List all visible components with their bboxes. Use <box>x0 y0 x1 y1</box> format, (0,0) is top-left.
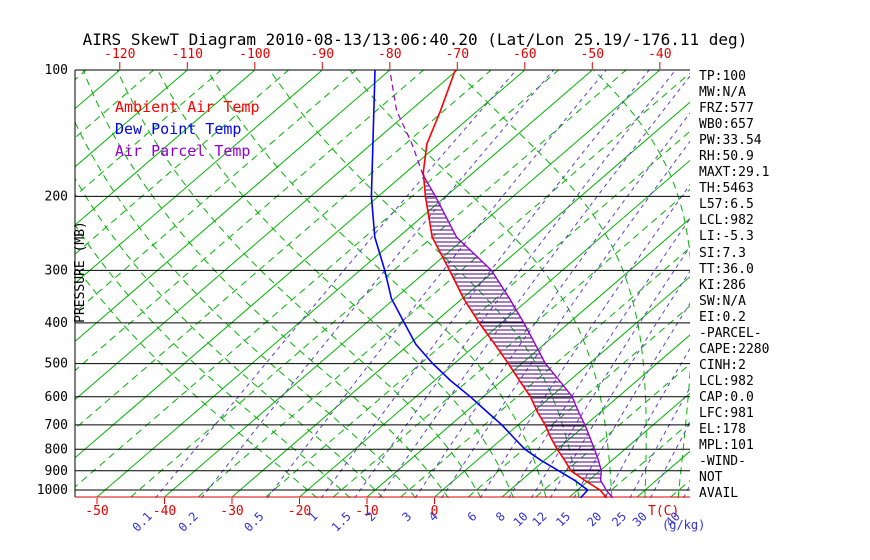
stat-item: -PARCEL- <box>699 325 762 341</box>
bottom-axis-tick-label: -50 <box>85 504 108 519</box>
pressure-tick-label: 100 <box>45 63 68 78</box>
stat-item: AVAIL <box>699 486 739 502</box>
stat-item: MAXT:29.1 <box>699 165 770 181</box>
mixing-ratio-label: 20 <box>584 509 604 529</box>
mixing-ratio-label: 30 <box>630 509 650 529</box>
stat-item: L57:6.5 <box>699 197 754 213</box>
stat-item: -WIND- <box>699 454 746 470</box>
stat-item: WB0:657 <box>699 117 754 133</box>
bottom-axis-tick-label: -40 <box>153 504 176 519</box>
stat-item: CAPE:2280 <box>699 341 770 357</box>
stat-item: TT:36.0 <box>699 261 754 277</box>
mixing-ratio-label: 12 <box>530 509 550 529</box>
bottom-axis-tick-label: 0 <box>431 504 439 519</box>
stat-item: MPL:101 <box>699 438 754 454</box>
top-axis-tick-label: -60 <box>513 47 536 62</box>
stat-item: MW:N/A <box>699 85 746 101</box>
stat-item: SW:N/A <box>699 293 746 309</box>
mixing-ratio-label: 8 <box>493 509 508 524</box>
top-axis-tick-label: -90 <box>311 47 334 62</box>
mixing-ratio-label: 0.5 <box>241 509 266 534</box>
mixing-ratio-label: 25 <box>609 509 629 529</box>
mixing-ratio-label: 15 <box>553 509 573 529</box>
stat-item: PW:33.54 <box>699 133 762 149</box>
top-axis-tick-label: -100 <box>239 47 270 62</box>
stat-item: LCL:982 <box>699 213 754 229</box>
bottom-axis-tick-label: -30 <box>220 504 243 519</box>
stat-item: LI:-5.3 <box>699 229 754 245</box>
pressure-tick-label: 900 <box>45 464 68 479</box>
pressure-tick-label: 700 <box>45 418 68 433</box>
stat-item: LFC:981 <box>699 405 754 421</box>
legend-item-1: Dew Point Temp <box>115 120 241 138</box>
pressure-tick-label: 800 <box>45 442 68 457</box>
sounding-curves <box>370 70 614 498</box>
top-axis-tick-label: -50 <box>581 47 604 62</box>
mixing-ratio-label: 3 <box>399 509 414 524</box>
pressure-tick-label: 200 <box>45 189 68 204</box>
pressure-tick-label: 400 <box>45 316 68 331</box>
isotherm-lines <box>75 70 690 498</box>
mixing-ratio-label: 1 <box>306 509 321 524</box>
parcel-curve <box>422 174 614 498</box>
stat-item: KI:286 <box>699 277 746 293</box>
mixing-ratio-label: 0.1 <box>130 509 155 534</box>
parcel-curve-above-el <box>389 70 424 176</box>
stat-item: SI:7.3 <box>699 245 746 261</box>
stat-item: RH:50.9 <box>699 149 754 165</box>
mixing-ratio-label: 6 <box>465 509 480 524</box>
top-axis-tick-label: -120 <box>104 47 135 62</box>
mixing-unit-label: (g/kg) <box>662 518 705 532</box>
temp-unit-label: T(C) <box>648 504 679 519</box>
chart-title: AIRS SkewT Diagram 2010-08-13/13:06:40.2… <box>82 30 748 49</box>
bottom-axis-tick-label: -10 <box>355 504 378 519</box>
mixing-ratio-label: 1.5 <box>329 509 354 534</box>
top-axis-tick-label: -80 <box>378 47 401 62</box>
stat-item: FRZ:577 <box>699 101 754 117</box>
top-axis-tick-label: -40 <box>648 47 671 62</box>
temp-curve <box>422 70 608 498</box>
pressure-tick-label: 1000 <box>37 483 68 498</box>
stat-item: TH:5463 <box>699 181 754 197</box>
pressure-tick-label: 500 <box>45 357 68 372</box>
mixing-ratio-label: 10 <box>511 509 531 529</box>
top-axis-tick-label: -70 <box>446 47 469 62</box>
stat-item: TP:100 <box>699 69 746 84</box>
legend-item-2: Air Parcel Temp <box>115 142 250 160</box>
dewpoint-curve <box>370 70 589 498</box>
stat-item: EL:178 <box>699 422 746 438</box>
pressure-axis-title: PRESSURE (MB) <box>73 221 88 323</box>
stat-item: CINH:2 <box>699 357 746 373</box>
stats-panel: TP:100 MW:N/A FRZ:577 WB0:657 PW:33.54 RH:50.… <box>699 69 769 502</box>
legend-item-0: Ambient Air Temp <box>115 98 260 116</box>
legend: Ambient Air Temp Dew Point Temp Air Parcel… <box>115 98 260 160</box>
stat-item: LCL:982 <box>699 373 754 389</box>
mixing-ratio-label: 0.2 <box>176 509 201 534</box>
pressure-tick-label: 300 <box>45 263 68 278</box>
stat-item: EI:0.2 <box>699 309 746 325</box>
stat-item: CAP:0.0 <box>699 389 754 405</box>
pressure-tick-label: 600 <box>45 390 68 405</box>
stat-item: NOT <box>699 470 723 486</box>
top-axis-tick-label: -110 <box>172 47 203 62</box>
bottom-axis-tick-label: -20 <box>288 504 311 519</box>
cape-hatch-region <box>424 180 604 486</box>
